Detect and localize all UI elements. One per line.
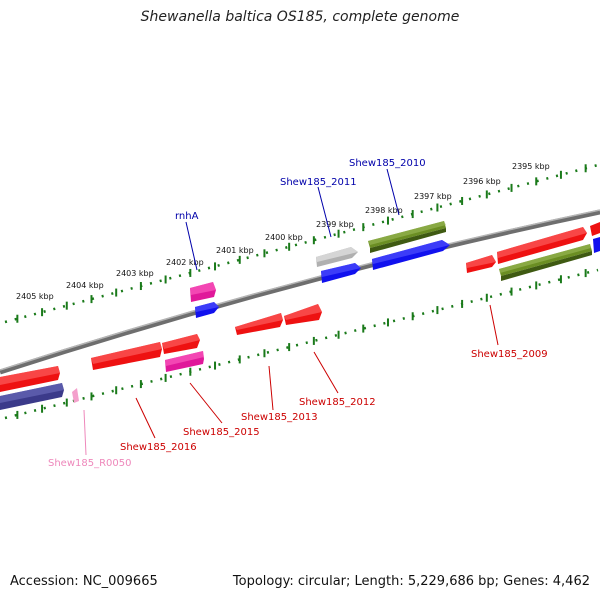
gene-shew185-2013[interactable] <box>235 313 283 335</box>
ruler-label: 2405 kbp <box>16 292 54 301</box>
gene-labels: Shew185_2010 Shew185_2011 rnhA Shew185_2… <box>48 158 548 469</box>
ruler-label: 2404 kbp <box>66 281 104 290</box>
gene-shew185-2011[interactable] <box>316 247 358 267</box>
gene-olive-upper[interactable] <box>368 221 446 253</box>
leader-lines <box>83 168 499 456</box>
ruler-labels: 2395 kbp 2396 kbp 2397 kbp 2398 kbp 2399… <box>16 162 550 301</box>
gene-olive-lower[interactable] <box>499 244 592 281</box>
ruler-label: 2401 kbp <box>216 246 254 255</box>
genome-title: Shewanella baltica OS185, complete genom… <box>140 9 460 25</box>
ruler-label: 2399 kbp <box>316 220 354 229</box>
gene-shew185-2016[interactable] <box>91 342 162 370</box>
accession-text: Accession: NC_009665 <box>10 574 158 589</box>
ruler-label: 2402 kbp <box>166 258 204 267</box>
ruler-label: 2395 kbp <box>512 162 550 171</box>
gene-label-shew185-2010[interactable]: Shew185_2010 <box>349 158 426 169</box>
gene-label-shew185-r0050[interactable]: Shew185_R0050 <box>48 458 132 469</box>
gene-label-shew185-2012[interactable]: Shew185_2012 <box>299 397 376 408</box>
gene-label-shew185-2013[interactable]: Shew185_2013 <box>241 412 318 423</box>
ruler-label: 2397 kbp <box>414 192 452 201</box>
gene-label-shew185-2009[interactable]: Shew185_2009 <box>471 349 548 360</box>
gene-label-rnha[interactable]: rnhA <box>175 211 199 222</box>
genome-backbone <box>0 209 600 375</box>
gene-navy-left[interactable] <box>0 383 64 410</box>
gene-label-shew185-2016[interactable]: Shew185_2016 <box>120 442 197 453</box>
ruler-label: 2403 kbp <box>116 269 154 278</box>
gene-label-shew185-2011[interactable]: Shew185_2011 <box>280 177 357 188</box>
gene-magenta-2015[interactable] <box>165 351 204 372</box>
gene-red-right[interactable] <box>497 227 587 264</box>
inner-ruler-ticks <box>16 269 587 419</box>
gene-red-left[interactable] <box>0 366 60 392</box>
ruler-label: 2400 kbp <box>265 233 303 242</box>
gene-shew185-2010[interactable] <box>372 240 450 270</box>
gene-red-edge[interactable] <box>590 222 600 236</box>
gene-rnha[interactable] <box>190 282 216 302</box>
gene-blue-small[interactable] <box>321 263 361 283</box>
ruler-label: 2396 kbp <box>463 177 501 186</box>
outer-ruler-ticks <box>16 164 587 323</box>
ruler-label: 2398 kbp <box>365 206 403 215</box>
inner-ruler <box>4 268 599 420</box>
genome-summary-text: Topology: circular; Length: 5,229,686 bp… <box>232 574 590 589</box>
gene-shew185-2015[interactable] <box>162 334 200 354</box>
gene-blue-rnha[interactable] <box>195 302 219 318</box>
outer-ruler <box>4 163 599 324</box>
gene-shew185-r0050[interactable] <box>72 388 79 403</box>
gene-blue-edge[interactable] <box>593 237 600 253</box>
gene-label-shew185-2015[interactable]: Shew185_2015 <box>183 427 260 438</box>
gene-shew185-2009[interactable] <box>466 255 496 273</box>
gene-shew185-2012[interactable] <box>284 304 322 325</box>
